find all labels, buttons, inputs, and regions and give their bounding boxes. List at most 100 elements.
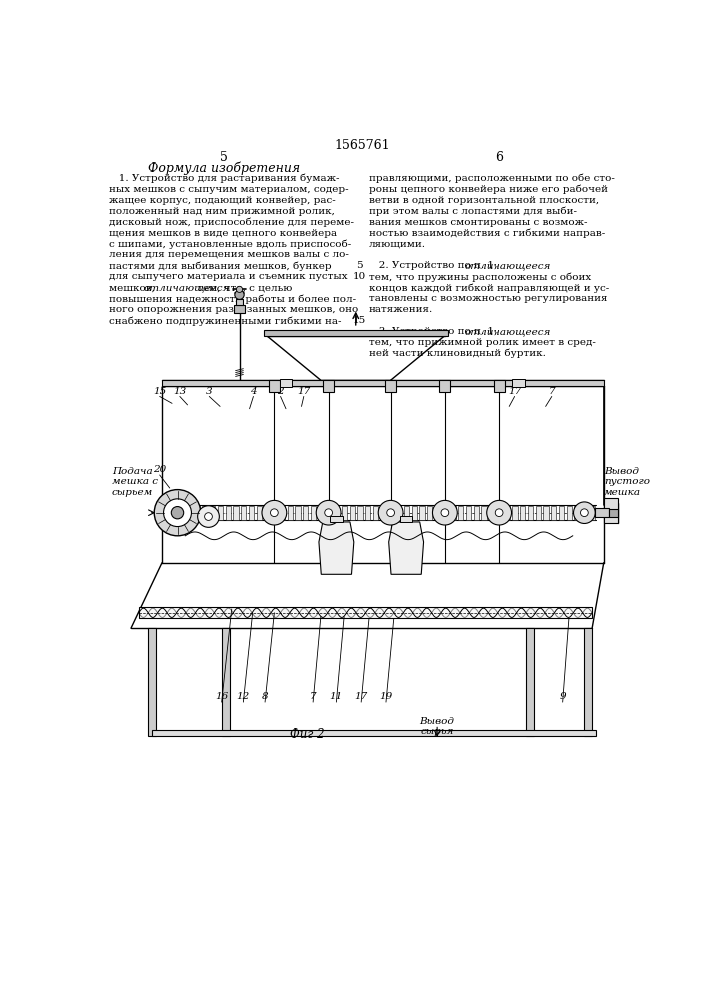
Text: ного опорожнения разрезанных мешков, оно: ного опорожнения разрезанных мешков, оно [110,305,358,314]
Bar [559,506,564,520]
Polygon shape [319,522,354,574]
Bar [404,506,409,520]
Text: Вывод
пустого
мешка: Вывод пустого мешка [604,467,650,497]
Text: ляющими.: ляющими. [369,240,426,249]
Circle shape [271,509,279,517]
Circle shape [235,290,244,299]
Bar [139,607,592,618]
Text: 15: 15 [353,316,366,325]
Circle shape [325,509,332,517]
Bar [481,506,486,520]
Circle shape [580,509,588,517]
Text: 7: 7 [549,387,555,396]
Bar [264,330,448,336]
Text: 1. Устройство для растаривания бумаж-: 1. Устройство для растаривания бумаж- [110,174,340,183]
Bar [234,305,245,312]
Polygon shape [389,522,423,574]
Bar [241,506,247,520]
Bar [148,628,156,736]
Text: правляющими, расположенными по обе сто-: правляющими, расположенными по обе сто- [369,174,615,183]
Bar [235,299,243,305]
Bar [319,506,324,520]
Circle shape [573,502,595,523]
Bar [269,380,280,392]
Bar [257,506,262,520]
Circle shape [154,490,201,536]
Text: ления для перемещения мешков валы с ло-: ления для перемещения мешков валы с ло- [110,250,349,259]
Bar [574,506,580,520]
Text: 6: 6 [495,151,503,164]
Bar [280,506,285,520]
Circle shape [262,500,287,525]
Bar [187,506,192,520]
Text: 3. Устройство по п. 1,: 3. Устройство по п. 1, [369,327,501,336]
Bar [218,506,223,520]
Text: тем, что, с целью: тем, что, с целью [194,283,292,292]
Bar [365,506,370,520]
Bar [400,516,412,522]
Text: ветви в одной горизонтальной плоскости,: ветви в одной горизонтальной плоскости, [369,196,599,205]
Text: дисковый нож, приспособление для переме-: дисковый нож, приспособление для переме- [110,218,354,227]
Text: 17: 17 [354,692,368,701]
Bar [466,506,472,520]
Circle shape [236,286,243,292]
Text: 9: 9 [559,692,566,701]
Text: натяжения.: натяжения. [369,305,433,314]
Bar [474,506,479,520]
Circle shape [204,513,212,520]
Bar [249,506,255,520]
Bar [585,628,592,736]
Text: отличающееся: отличающееся [144,283,230,292]
Bar [443,506,448,520]
Bar [280,379,292,387]
Bar [396,506,402,520]
Bar [327,506,332,520]
Text: 20: 20 [153,465,166,474]
Text: ных мешков с сыпучим материалом, содер-: ных мешков с сыпучим материалом, содер- [110,185,349,194]
Text: пастями для выбивания мешков, бункер: пастями для выбивания мешков, бункер [110,261,332,271]
Text: 5: 5 [220,151,228,164]
Text: Формула изобретения: Формула изобретения [148,162,300,175]
Bar [604,498,618,523]
Bar [590,506,595,520]
Text: жащее корпус, подающий конвейер, рас-: жащее корпус, подающий конвейер, рас- [110,196,336,205]
Bar [380,506,386,520]
Bar [334,506,339,520]
Bar [223,628,230,736]
Bar [210,506,216,520]
Bar [609,509,619,517]
Bar [373,506,378,520]
Bar [505,506,510,520]
Text: мешков,: мешков, [110,283,158,292]
Text: Фиг 2: Фиг 2 [290,728,325,741]
Bar [411,506,417,520]
Text: тем, что прижимной ролик имеет в сред-: тем, что прижимной ролик имеет в сред- [369,338,596,347]
Bar [595,508,609,517]
Text: отличающееся: отличающееся [465,327,551,336]
Bar [489,506,494,520]
Text: щения мешков в виде цепного конвейера: щения мешков в виде цепного конвейера [110,229,337,238]
Bar [272,506,277,520]
Text: с шипами, установленные вдоль приспособ-: с шипами, установленные вдоль приспособ- [110,240,351,249]
Bar [513,506,518,520]
Bar [162,380,604,386]
Text: 4: 4 [250,387,257,396]
Bar [233,506,239,520]
Bar [171,506,177,520]
Bar [528,506,533,520]
Bar [202,506,208,520]
Text: 8: 8 [262,692,269,701]
Text: при этом валы с лопастями для выби-: при этом валы с лопастями для выби- [369,207,577,216]
Bar [296,506,300,520]
Bar [341,506,347,520]
Bar [152,730,596,736]
Text: повышения надежности работы и более пол-: повышения надежности работы и более пол- [110,294,356,304]
Circle shape [163,499,192,527]
Bar [385,380,396,392]
Text: Вывод
сырья: Вывод сырья [420,717,455,736]
Text: ностью взаимодействия с гибкими направ-: ностью взаимодействия с гибкими направ- [369,229,605,238]
Text: 19: 19 [380,692,392,701]
Text: 10: 10 [353,272,366,281]
Text: 11: 11 [329,692,343,701]
Bar [357,506,363,520]
